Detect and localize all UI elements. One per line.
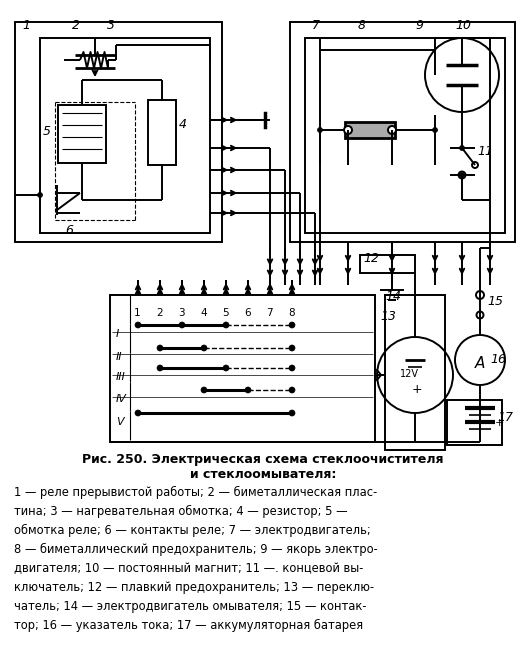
Text: 15: 15 — [487, 295, 503, 308]
Text: 5: 5 — [222, 308, 229, 318]
Text: 9: 9 — [415, 19, 423, 32]
Text: 8: 8 — [358, 19, 366, 32]
Bar — [148, 100, 176, 165]
Circle shape — [476, 291, 484, 299]
Circle shape — [157, 345, 163, 351]
Text: 7: 7 — [312, 19, 320, 32]
Circle shape — [289, 365, 295, 371]
Text: +: + — [412, 383, 422, 396]
Text: 8: 8 — [288, 308, 295, 318]
Text: 7: 7 — [266, 308, 272, 318]
Bar — [15, 22, 222, 242]
Circle shape — [460, 172, 464, 178]
Text: Рис. 250. Электрическая схема стеклоочистителя
и стеклоомывателя:: Рис. 250. Электрическая схема стеклоочис… — [82, 453, 444, 481]
Text: чатель; 14 — электродвигатель омывателя; 15 — контак-: чатель; 14 — электродвигатель омывателя;… — [14, 600, 367, 613]
Bar — [40, 38, 210, 233]
Text: 2: 2 — [156, 308, 163, 318]
Circle shape — [472, 162, 478, 168]
Text: 12V: 12V — [400, 369, 419, 379]
Circle shape — [289, 387, 295, 393]
Bar — [110, 295, 375, 442]
Text: 13: 13 — [380, 310, 396, 323]
Text: 8 — биметаллический предохранитель; 9 — якорь электро-: 8 — биметаллический предохранитель; 9 — … — [14, 543, 378, 556]
Circle shape — [289, 322, 295, 328]
Text: 3: 3 — [178, 308, 185, 318]
Text: 1 — реле прерывистой работы; 2 — биметаллическая плас-: 1 — реле прерывистой работы; 2 — биметал… — [14, 486, 377, 499]
Text: 5: 5 — [43, 125, 51, 138]
Circle shape — [432, 128, 438, 132]
Circle shape — [223, 365, 229, 371]
Text: IV: IV — [116, 394, 127, 404]
Bar — [447, 400, 502, 445]
Circle shape — [201, 387, 207, 393]
Circle shape — [344, 126, 352, 134]
Circle shape — [289, 345, 295, 351]
Text: 6: 6 — [244, 308, 250, 318]
Circle shape — [289, 410, 295, 416]
Circle shape — [135, 410, 141, 416]
Text: +: + — [495, 418, 504, 428]
Text: тор; 16 — указатель тока; 17 — аккумуляторная батарея: тор; 16 — указатель тока; 17 — аккумулят… — [14, 619, 363, 632]
Bar — [345, 122, 395, 138]
Bar — [305, 38, 505, 233]
Circle shape — [245, 387, 251, 393]
Circle shape — [460, 146, 464, 150]
Text: тина; 3 — нагревательная обмотка; 4 — резистор; 5 —: тина; 3 — нагревательная обмотка; 4 — ре… — [14, 505, 348, 518]
Bar — [385, 295, 445, 450]
Circle shape — [477, 311, 483, 319]
Text: 10: 10 — [455, 19, 471, 32]
Text: 3: 3 — [107, 19, 115, 32]
Text: 4: 4 — [179, 118, 187, 131]
Text: 12: 12 — [363, 252, 379, 265]
Text: 14: 14 — [385, 290, 401, 303]
Text: 4: 4 — [200, 308, 207, 318]
Text: 2: 2 — [72, 19, 80, 32]
Circle shape — [135, 322, 141, 328]
Text: 1: 1 — [134, 308, 140, 318]
Circle shape — [201, 345, 207, 351]
Text: III: III — [116, 372, 126, 382]
Circle shape — [388, 126, 396, 134]
Circle shape — [157, 365, 163, 371]
Text: двигателя; 10 — постоянный магнит; 11 —. концевой вы-: двигателя; 10 — постоянный магнит; 11 —.… — [14, 562, 363, 575]
Text: 17: 17 — [497, 411, 513, 424]
Text: I: I — [116, 329, 119, 339]
Circle shape — [37, 192, 43, 198]
Text: A: A — [475, 357, 485, 371]
Bar — [360, 255, 415, 273]
Text: II: II — [116, 352, 123, 362]
Text: 1: 1 — [22, 19, 30, 32]
Circle shape — [223, 322, 229, 328]
Text: 11: 11 — [477, 145, 493, 158]
Circle shape — [459, 172, 466, 178]
Text: 16: 16 — [490, 353, 506, 366]
Text: ключатель; 12 — плавкий предохранитель; 13 — переклю-: ключатель; 12 — плавкий предохранитель; … — [14, 581, 374, 594]
Circle shape — [318, 128, 322, 132]
Bar — [58, 105, 106, 163]
Bar — [290, 22, 515, 242]
Text: V: V — [116, 417, 124, 427]
Text: обмотка реле; 6 — контакты реле; 7 — электродвигатель;: обмотка реле; 6 — контакты реле; 7 — эле… — [14, 524, 371, 537]
Text: 6: 6 — [65, 224, 73, 237]
Circle shape — [179, 322, 185, 328]
